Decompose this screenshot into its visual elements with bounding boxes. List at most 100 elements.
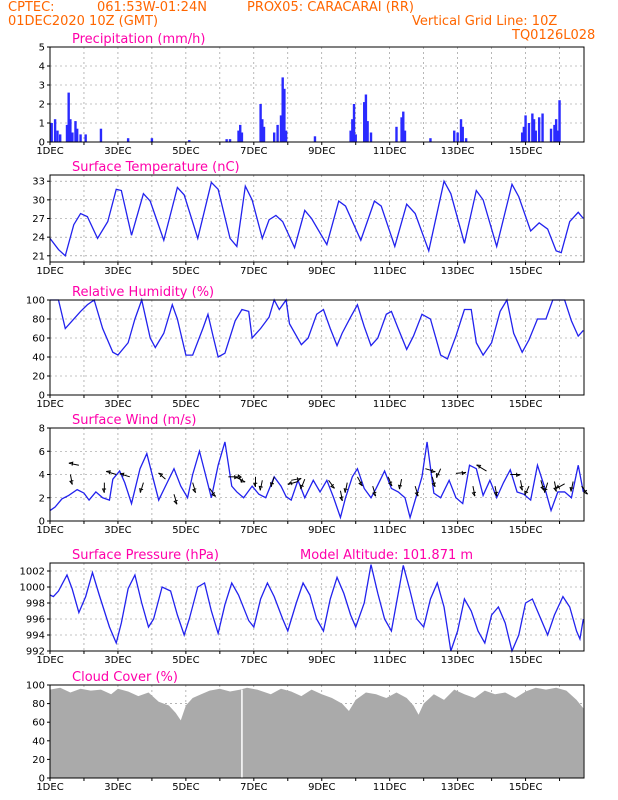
panel-frame bbox=[49, 684, 585, 779]
precip-bar bbox=[150, 138, 154, 142]
cloud-title: Cloud Cover (%) bbox=[72, 670, 178, 685]
wind-vector-head bbox=[339, 496, 344, 502]
x-tick-label: 11DEC bbox=[373, 782, 407, 793]
y-tick-label: 998 bbox=[26, 599, 45, 610]
x-tick-label: 3DEC bbox=[104, 782, 131, 793]
wind-vector-shaft bbox=[68, 462, 79, 466]
precip-bar bbox=[262, 126, 266, 142]
precip-bar bbox=[237, 130, 240, 142]
precip-bar bbox=[259, 104, 262, 142]
precip-bar bbox=[395, 126, 398, 142]
wind-vector-shaft bbox=[472, 486, 476, 497]
y-tick-label: 80 bbox=[32, 315, 45, 326]
x-tick-label: 11DEC bbox=[373, 266, 407, 277]
x-tick-label: 15DEC bbox=[509, 399, 543, 410]
x-tick-label: 1DEC bbox=[36, 782, 63, 793]
wind-vector-shaft bbox=[431, 476, 436, 487]
wind-vector-shaft bbox=[339, 490, 343, 501]
y-tick-label: 40 bbox=[32, 736, 45, 747]
precip-bar bbox=[537, 117, 541, 142]
x-tick-label: 13DEC bbox=[441, 399, 475, 410]
precip-bar bbox=[403, 130, 407, 142]
x-tick-label: 11DEC bbox=[373, 655, 407, 666]
wind-vector-shaft bbox=[139, 482, 144, 493]
panel-frame bbox=[49, 299, 585, 396]
header-coords: 061:53W-01:24N bbox=[97, 0, 207, 15]
precip-bar bbox=[429, 138, 432, 142]
x-tick-label: 5DEC bbox=[172, 655, 199, 666]
x-tick-label: 7DEC bbox=[240, 525, 267, 536]
precip-bar bbox=[67, 92, 70, 142]
precip-bar bbox=[228, 139, 232, 142]
header-grid-note: Vertical Grid Line: 10Z bbox=[412, 14, 558, 29]
wind-vector-head bbox=[343, 488, 348, 493]
y-tick-label: 21 bbox=[32, 251, 45, 262]
precip-bar bbox=[74, 121, 77, 142]
wind-vector-shaft bbox=[494, 486, 498, 497]
precip-bar bbox=[188, 140, 191, 142]
wind-vector-head bbox=[287, 480, 293, 486]
precip-bar bbox=[400, 117, 403, 142]
temp-panel: 21 24 27 30 33 1DEC 3DEC 5DEC 7DEC 9DEC 11DEC 13DEC… bbox=[32, 160, 585, 277]
wind-vector-head bbox=[540, 485, 545, 491]
x-tick-label: 11DEC bbox=[373, 525, 407, 536]
wind-vector-shaft bbox=[291, 477, 302, 481]
x-tick-label: 3DEC bbox=[104, 655, 131, 666]
x-tick-label: 5DEC bbox=[172, 146, 199, 157]
y-tick-label: 24 bbox=[32, 233, 45, 244]
precip-bar bbox=[527, 123, 531, 142]
x-tick-label: 3DEC bbox=[104, 399, 131, 410]
y-tick-label: 80 bbox=[32, 699, 45, 710]
y-tick-label: 1000 bbox=[20, 583, 45, 594]
precip-bar bbox=[354, 134, 357, 142]
wind-vector-shaft bbox=[455, 471, 466, 474]
x-tick-label: 15DEC bbox=[509, 525, 543, 536]
wind-vector-shaft bbox=[553, 481, 557, 492]
rh-line bbox=[50, 297, 584, 360]
x-tick-label: 1DEC bbox=[36, 146, 63, 157]
x-tick-label: 15DEC bbox=[509, 782, 543, 793]
wind-vector-head bbox=[430, 468, 436, 473]
wind-vector-shaft bbox=[436, 468, 442, 478]
wind-vector-shaft bbox=[173, 494, 178, 505]
y-tick-label: 8 bbox=[39, 424, 45, 435]
precip-bar bbox=[366, 121, 369, 142]
wind-vector-head bbox=[173, 499, 178, 505]
precip-bar bbox=[549, 128, 553, 142]
wind-vector-head bbox=[299, 484, 304, 490]
y-tick-label: 30 bbox=[32, 195, 45, 206]
x-tick-label: 9DEC bbox=[308, 525, 335, 536]
header-station: PROX05: CARACARAI (RR) bbox=[247, 0, 414, 15]
wind-vector-head bbox=[252, 482, 258, 488]
wind-vector-shaft bbox=[270, 476, 275, 487]
wind-vector-shaft bbox=[119, 473, 130, 478]
cloud-cover-area bbox=[50, 687, 584, 778]
y-tick-label: 60 bbox=[32, 334, 45, 345]
precip-bar bbox=[69, 119, 72, 142]
wind-vector-head bbox=[431, 482, 436, 488]
precip-bar bbox=[239, 124, 242, 142]
y-tick-label: 60 bbox=[32, 718, 45, 729]
x-tick-label: 15DEC bbox=[509, 266, 543, 277]
y-tick-label: 996 bbox=[26, 615, 45, 626]
temp-title: Surface Temperature (nC) bbox=[72, 160, 240, 175]
wind-vector-head bbox=[493, 491, 499, 497]
y-tick-label: 33 bbox=[32, 177, 45, 188]
wind-vector-head bbox=[435, 472, 440, 478]
wind-line bbox=[49, 441, 584, 520]
header-code: TQ0126L028 bbox=[512, 28, 596, 43]
press-line bbox=[49, 564, 584, 654]
precip-bar bbox=[240, 132, 244, 142]
header-run-time: 01DEC2020 10Z (GMT) bbox=[8, 14, 159, 29]
precip-bar bbox=[554, 119, 558, 142]
precip-bar bbox=[79, 134, 82, 142]
wind-vector-head bbox=[296, 477, 302, 482]
precip-bar bbox=[351, 119, 354, 142]
precip-bar bbox=[313, 136, 317, 142]
x-tick-label: 1DEC bbox=[36, 655, 63, 666]
y-tick-label: 0 bbox=[39, 774, 45, 785]
wind-vector-shaft bbox=[570, 481, 574, 492]
wind-vector-head bbox=[388, 481, 393, 487]
wind-vector-head bbox=[237, 474, 243, 480]
precip-bar bbox=[75, 128, 79, 142]
